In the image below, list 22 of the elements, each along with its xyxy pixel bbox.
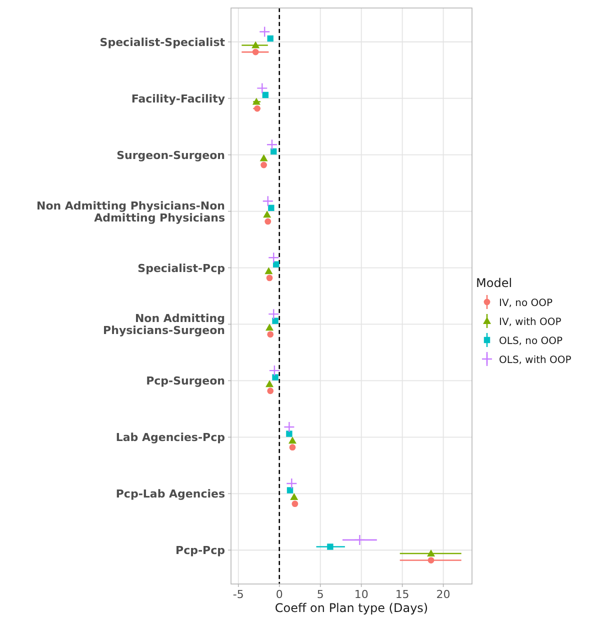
x-axis-title: Coeff on Plan type (Days): [274, 601, 428, 615]
x-tick-label: 10: [354, 588, 368, 601]
y-tick-label: Specialist-Pcp: [138, 262, 226, 275]
y-tick-label: Pcp-Surgeon: [146, 374, 225, 388]
legend-label: IV, no OOP: [499, 298, 553, 309]
y-tick-label: Non Admitting Physicians-Surgeon: [103, 312, 225, 338]
x-tick-label: 0: [276, 588, 283, 601]
y-tick-label: Facility-Facility: [131, 92, 225, 106]
x-tick-label: 20: [436, 588, 450, 601]
x-tick-label: 15: [395, 588, 410, 601]
x-tick-label: 5: [316, 588, 324, 601]
legend-title: Model: [476, 276, 512, 290]
x-tick-label: -5: [232, 588, 244, 601]
y-tick-label: Specialist-Specialist: [100, 36, 225, 49]
y-tick-label: Pcp-Lab Agencies: [116, 488, 226, 501]
y-tick-label: Lab Agencies-Pcp: [116, 431, 226, 444]
legend-label: OLS, no OOP: [499, 336, 563, 347]
y-tick-label: Non Admitting Physicians-Non Admitting Physicians: [36, 199, 226, 224]
legend-label: OLS, with OOP: [499, 355, 572, 366]
legend-label: IV, with OOP: [499, 317, 562, 328]
y-tick-label: Surgeon-Surgeon: [116, 148, 225, 162]
y-tick-label: Pcp-Pcp: [176, 544, 226, 558]
